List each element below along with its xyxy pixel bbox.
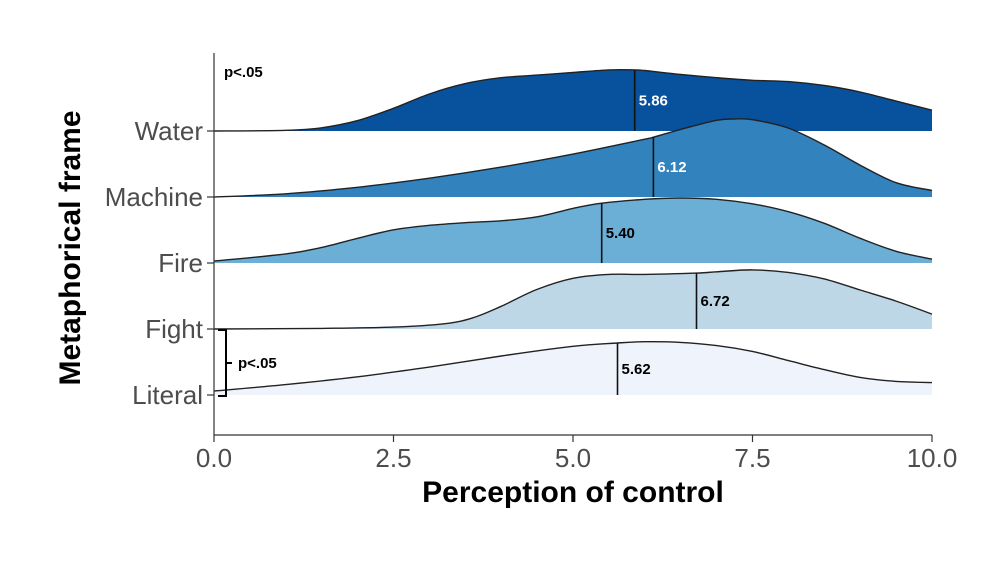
significance-bracket <box>218 329 227 397</box>
ridge-literal: 5.62 <box>213 340 933 395</box>
y-tick-label-fight: Fight <box>145 314 204 344</box>
x-tick-label: 5.0 <box>555 443 591 473</box>
y-tick-label-fire: Fire <box>158 248 203 278</box>
density-outline-water <box>213 68 933 132</box>
median-label-fire: 5.40 <box>606 225 635 242</box>
median-label-machine: 6.12 <box>657 159 686 176</box>
y-ticks: Literal Fight Fire Machine Water <box>105 116 214 410</box>
median-label-water: 5.86 <box>639 93 668 110</box>
annotations: p<.05 p<.05 <box>218 64 277 397</box>
fight-literal-significance-label: p<.05 <box>238 355 277 372</box>
density-area-literal <box>214 341 932 395</box>
ridges: 5.86 6.12 5.40 6.72 5.62 <box>213 68 933 395</box>
ridge-water: 5.86 <box>213 68 933 132</box>
density-outline-fight <box>213 269 933 330</box>
density-area-water <box>214 69 932 131</box>
x-tick-label: 2.5 <box>375 443 411 473</box>
density-outline-fire <box>213 197 933 262</box>
median-label-literal: 5.62 <box>622 361 651 378</box>
ridge-fight: 6.72 <box>213 269 933 330</box>
density-area-fire <box>214 198 932 263</box>
x-tick-label: 7.5 <box>734 443 770 473</box>
density-outline-literal <box>213 340 933 392</box>
ridge-machine: 6.12 <box>213 118 933 198</box>
x-axis-title: Perception of control <box>422 476 724 509</box>
water-significance-label: p<.05 <box>224 64 263 81</box>
y-tick-label-water: Water <box>135 116 204 146</box>
y-tick-label-machine: Machine <box>105 182 203 212</box>
density-area-machine <box>214 118 932 197</box>
y-axis-title: Metaphorical frame <box>54 110 87 385</box>
density-outline-machine <box>213 118 933 198</box>
x-tick-label: 0.0 <box>196 443 232 473</box>
ridge-fire: 5.40 <box>213 197 933 263</box>
x-ticks: 0.0 2.5 5.0 7.5 10.0 <box>196 435 957 473</box>
median-label-fight: 6.72 <box>701 293 730 310</box>
x-tick-label: 10.0 <box>907 443 958 473</box>
density-area-fight <box>214 269 932 329</box>
y-tick-label-literal: Literal <box>132 380 203 410</box>
